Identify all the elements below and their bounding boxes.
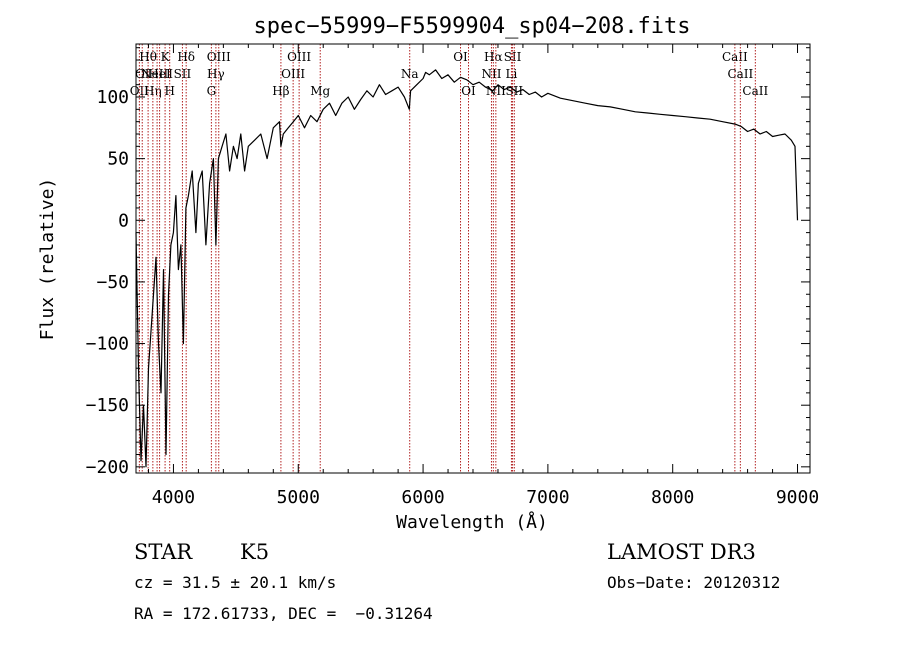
marker-label-13: Hβ <box>272 84 289 98</box>
line-markers: OIIOIHθHηNeIIIHeIKHSIIHδGHγOIIIHβOIIIOII… <box>130 44 768 473</box>
marker-label-16: Mg <box>310 84 330 98</box>
x-tick-label-6000: 6000 <box>401 487 444 508</box>
marker-label-6: K <box>161 50 171 64</box>
coordinates-text: RA = 172.61733, DEC = −0.31264 <box>134 604 433 623</box>
x-tick-label-5000: 5000 <box>277 487 320 508</box>
marker-label-28: CaII <box>742 84 768 98</box>
marker-label-27: CaII <box>727 67 753 81</box>
marker-label-1: OI <box>135 67 150 81</box>
x-tick-label-4000: 4000 <box>152 487 195 508</box>
marker-label-10: G <box>207 84 217 98</box>
y-tick-label-50: 50 <box>107 149 129 170</box>
y-axis: −200 −150 −100 −50 0 50 100 <box>86 47 810 478</box>
y-tick-label-0: 0 <box>118 210 129 231</box>
marker-label-9: Hδ <box>177 50 195 64</box>
marker-label-20: NII <box>481 67 501 81</box>
series-line-flux <box>135 69 799 468</box>
marker-label-3: Hη <box>144 84 162 98</box>
marker-label-25: Li <box>506 67 518 81</box>
marker-label-19: OI <box>461 84 476 98</box>
plot-frame <box>135 43 811 474</box>
object-subclass: K5 <box>240 540 269 564</box>
y-tick-label--150: −150 <box>86 395 129 416</box>
x-tick-label-7000: 7000 <box>526 487 569 508</box>
object-class: STAR <box>134 540 193 564</box>
marker-label-22: NII <box>486 84 506 98</box>
spectrum-series <box>135 69 799 468</box>
chart-title: spec−55999−F5599904_sp04−208.fits <box>253 14 690 39</box>
y-tick-label-100: 100 <box>96 87 129 108</box>
y-axis-label: Flux (relative) <box>37 178 58 341</box>
marker-label-23: SII <box>504 50 522 64</box>
obs-date-text: Obs−Date: 20120312 <box>607 573 780 592</box>
marker-label-26: CaII <box>722 50 748 64</box>
y-tick-label--100: −100 <box>86 334 129 355</box>
redshift-text: cz = 31.5 ± 20.1 km/s <box>134 573 336 592</box>
marker-label-15: OIII <box>287 50 311 64</box>
y-tick-label--200: −200 <box>86 457 129 478</box>
x-tick-label-9000: 9000 <box>776 487 819 508</box>
y-tick-label--50: −50 <box>96 272 129 293</box>
marker-label-7: H <box>164 84 174 98</box>
marker-label-0: OII <box>130 84 150 98</box>
marker-label-14: OIII <box>281 67 305 81</box>
x-tick-label-8000: 8000 <box>651 487 694 508</box>
survey-name: LAMOST DR3 <box>607 540 756 564</box>
x-axis: 4000 5000 6000 7000 8000 9000 <box>147 44 819 508</box>
marker-label-18: OI <box>453 50 468 64</box>
x-axis-label: Wavelength (Å) <box>396 511 548 533</box>
marker-label-8: SII <box>174 67 192 81</box>
marker-label-5: HeI <box>148 67 171 81</box>
marker-label-21: Hα <box>484 50 503 64</box>
marker-label-12: OIII <box>207 50 231 64</box>
marker-label-17: Na <box>401 67 419 81</box>
marker-label-2: Hθ <box>139 50 157 64</box>
marker-label-11: Hγ <box>207 67 225 81</box>
